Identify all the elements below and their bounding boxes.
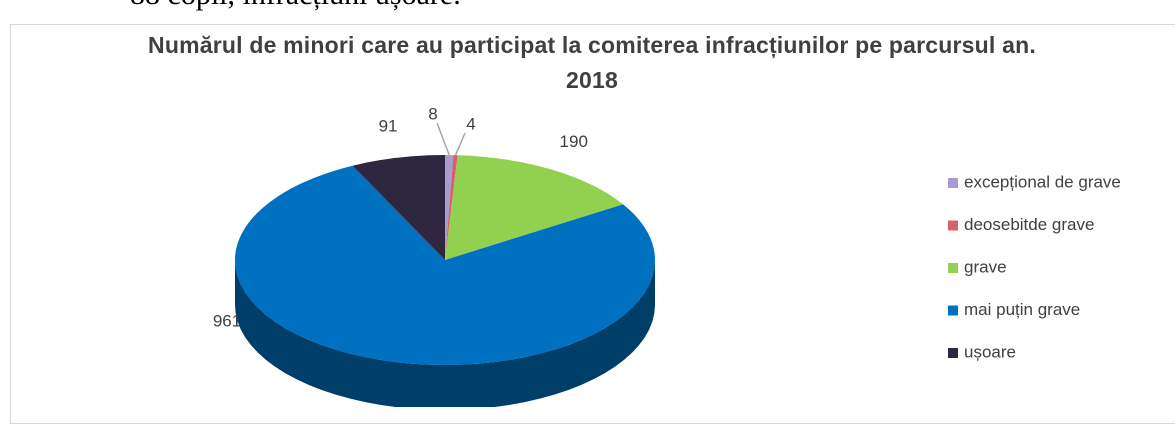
legend-label: deosebitde grave: [964, 215, 1094, 234]
legend-swatch: [948, 263, 958, 273]
legend-swatch: [948, 220, 958, 231]
chart: 8 4 190 961 91 excepțional de grave deosebitde…: [213, 104, 1121, 407]
data-label: 91: [379, 117, 398, 136]
data-label: 8: [428, 104, 437, 123]
pie-slice: [235, 165, 656, 366]
data-label: 4: [466, 114, 475, 133]
data-label: 190: [560, 132, 588, 151]
pie-slice-side: [235, 260, 655, 407]
data-label: 961: [213, 311, 241, 330]
page: 88 copii, infracțiuni ușoare. Numărul de…: [10, 0, 1175, 424]
legend-label: excepțional de grave: [964, 172, 1121, 191]
pie-slice: [445, 155, 624, 260]
legend-label: grave: [964, 257, 1007, 276]
legend-swatch: [948, 178, 958, 188]
header-text: 88 copii, infracțiuni ușoare.: [130, 0, 461, 12]
chart-title: Numărul de minori care au participat la …: [148, 32, 1036, 93]
legend-swatch: [948, 348, 958, 358]
pie-slice: [352, 155, 445, 260]
pie-slice: [445, 155, 454, 260]
leader-line: [436, 122, 450, 156]
legend-label: ușoare: [964, 342, 1016, 361]
leader-line: [454, 132, 466, 156]
legend-swatch: [948, 305, 958, 316]
pie-slice: [445, 155, 458, 260]
legend-label: mai puțin grave: [964, 300, 1080, 319]
